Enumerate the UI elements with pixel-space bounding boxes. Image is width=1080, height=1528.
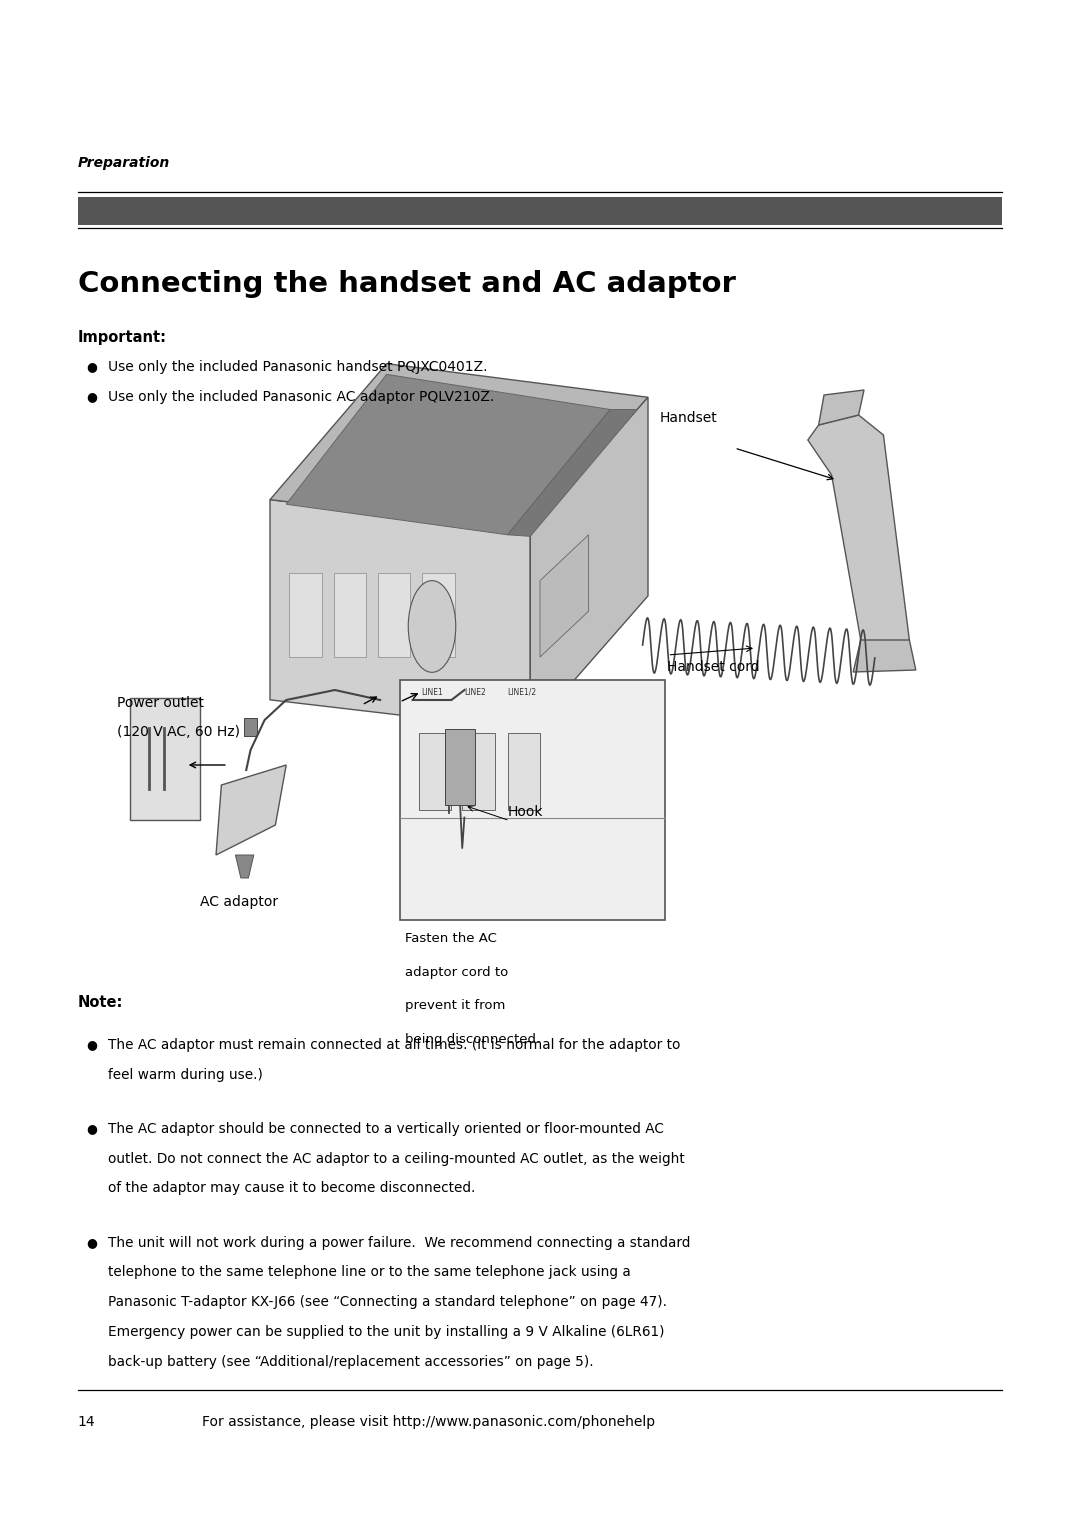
Text: Use only the included Panasonic handset PQJXC0401Z.: Use only the included Panasonic handset …: [108, 361, 487, 374]
Text: adaptor cord to: adaptor cord to: [405, 966, 509, 979]
Polygon shape: [819, 390, 864, 425]
Bar: [422, 573, 455, 657]
Text: AC adaptor: AC adaptor: [200, 895, 278, 909]
Text: Important:: Important:: [78, 330, 166, 345]
Text: LINE1: LINE1: [421, 688, 443, 697]
Ellipse shape: [408, 581, 456, 672]
Bar: [334, 573, 366, 657]
Text: Use only the included Panasonic AC adaptor PQLV210Z.: Use only the included Panasonic AC adapt…: [108, 390, 495, 403]
Text: Handset: Handset: [660, 411, 717, 425]
Text: being disconnected.: being disconnected.: [405, 1033, 540, 1047]
Bar: [400, 680, 665, 920]
Bar: [289, 573, 322, 657]
Bar: [445, 729, 475, 805]
Text: ●: ●: [86, 1236, 97, 1248]
Text: ●: ●: [86, 390, 97, 403]
Text: 14: 14: [78, 1415, 95, 1429]
Bar: [130, 698, 200, 821]
Text: LINE2: LINE2: [464, 688, 486, 697]
Text: For assistance, please visit http://www.panasonic.com/phonehelp: For assistance, please visit http://www.…: [202, 1415, 656, 1429]
Polygon shape: [216, 766, 286, 856]
Text: back-up battery (see “Additional/replacement accessories” on page 5).: back-up battery (see “Additional/replace…: [108, 1355, 594, 1369]
Text: ●: ●: [86, 1122, 97, 1135]
Bar: [508, 733, 540, 810]
Text: The unit will not work during a power failure.  We recommend connecting a standa: The unit will not work during a power fa…: [108, 1236, 690, 1250]
Polygon shape: [530, 397, 648, 730]
Text: Fasten the AC: Fasten the AC: [405, 932, 497, 946]
Text: The AC adaptor should be connected to a vertically oriented or floor-mounted AC: The AC adaptor should be connected to a …: [108, 1122, 664, 1135]
Text: Emergency power can be supplied to the unit by installing a 9 V Alkaline (6LR61): Emergency power can be supplied to the u…: [108, 1325, 664, 1339]
Text: telephone to the same telephone line or to the same telephone jack using a: telephone to the same telephone line or …: [108, 1265, 631, 1279]
Text: ●: ●: [86, 1038, 97, 1051]
Text: Power outlet: Power outlet: [117, 695, 204, 711]
Text: of the adaptor may cause it to become disconnected.: of the adaptor may cause it to become di…: [108, 1181, 475, 1195]
Polygon shape: [508, 410, 637, 536]
Bar: [419, 733, 451, 810]
Text: outlet. Do not connect the AC adaptor to a ceiling-mounted AC outlet, as the wei: outlet. Do not connect the AC adaptor to…: [108, 1152, 685, 1166]
Polygon shape: [286, 374, 610, 535]
Polygon shape: [235, 856, 254, 879]
Text: prevent it from: prevent it from: [405, 999, 505, 1013]
Bar: [78, 197, 1002, 225]
Text: feel warm during use.): feel warm during use.): [108, 1068, 262, 1082]
Text: (120 V AC, 60 Hz): (120 V AC, 60 Hz): [117, 724, 240, 740]
Bar: [378, 573, 410, 657]
Text: Preparation: Preparation: [78, 156, 170, 170]
Polygon shape: [540, 535, 589, 657]
Text: LINE1/2: LINE1/2: [508, 688, 537, 697]
Text: ●: ●: [86, 361, 97, 373]
Polygon shape: [270, 500, 530, 730]
Polygon shape: [270, 364, 648, 530]
Bar: [462, 733, 495, 810]
Text: Panasonic T-adaptor KX-J66 (see “Connecting a standard telephone” on page 47).: Panasonic T-adaptor KX-J66 (see “Connect…: [108, 1296, 667, 1309]
Polygon shape: [853, 640, 916, 672]
Text: The AC adaptor must remain connected at all times. (It is normal for the adaptor: The AC adaptor must remain connected at …: [108, 1038, 680, 1051]
Text: Connecting the handset and AC adaptor: Connecting the handset and AC adaptor: [78, 270, 735, 298]
Polygon shape: [808, 416, 909, 649]
Text: Handset cord: Handset cord: [667, 660, 760, 674]
Text: Note:: Note:: [78, 995, 123, 1010]
Polygon shape: [244, 718, 257, 736]
Text: Hook: Hook: [508, 805, 543, 819]
